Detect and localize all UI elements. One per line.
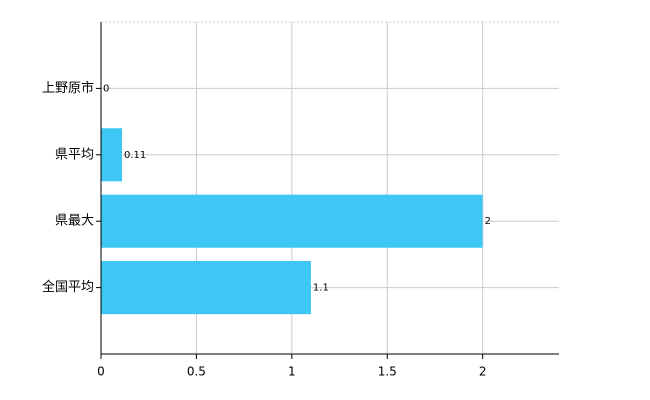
bar xyxy=(101,128,122,182)
value-label: 2 xyxy=(485,216,491,227)
y-tick-label: 上野原市 xyxy=(42,80,94,96)
value-label: 0.11 xyxy=(124,150,146,161)
y-tick-label: 全国平均 xyxy=(42,279,94,295)
value-label: 1.1 xyxy=(313,283,329,294)
x-tick-label: 0 xyxy=(97,365,105,379)
x-tick-label: 1.5 xyxy=(378,365,397,379)
y-tick-label: 県平均 xyxy=(55,147,94,162)
x-tick-label: 1 xyxy=(288,365,296,379)
bar xyxy=(101,194,483,248)
y-tick-label: 県最大 xyxy=(55,214,94,229)
x-tick-label: 0.5 xyxy=(187,365,206,379)
bar xyxy=(101,261,311,315)
x-tick-label: 2 xyxy=(479,365,487,379)
value-label: 0 xyxy=(103,83,109,94)
